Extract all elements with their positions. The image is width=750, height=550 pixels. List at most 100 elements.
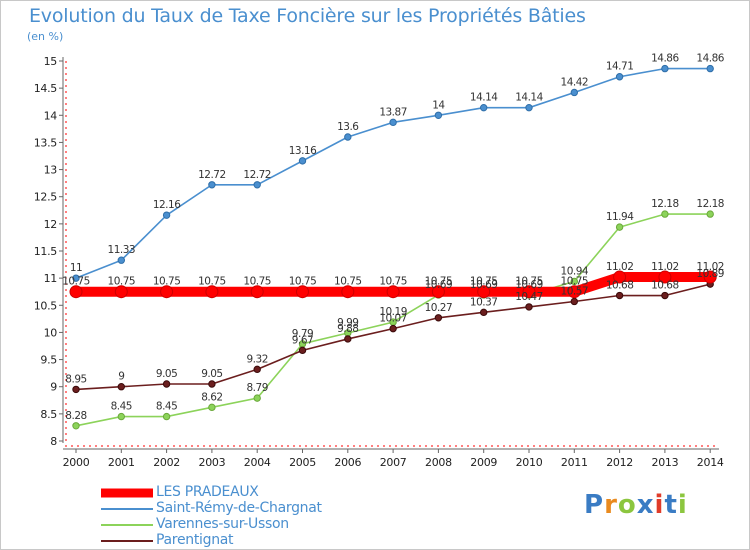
x-tick-label: 2011 <box>561 456 588 469</box>
data-label: 11 <box>70 262 82 274</box>
legend-swatch-saint-remy <box>101 508 153 510</box>
x-tick-label: 2001 <box>108 456 135 469</box>
data-point <box>567 285 581 299</box>
data-label: 8.45 <box>111 401 132 413</box>
data-label: 13.16 <box>289 145 317 157</box>
data-label: 9.99 <box>337 317 358 329</box>
legend-item: Parentignat <box>101 532 361 549</box>
data-point <box>160 285 174 299</box>
logo-letter: x <box>636 490 655 520</box>
y-tick-label: 9.5 <box>40 354 57 367</box>
data-label: 9 <box>118 371 124 383</box>
data-label: 10.75 <box>515 276 543 288</box>
data-label: 9.79 <box>292 328 313 340</box>
data-point <box>480 308 488 317</box>
data-point <box>706 210 714 218</box>
data-label: 13.6 <box>337 121 359 133</box>
legend-swatch-varennes <box>101 524 153 526</box>
data-point <box>117 383 126 391</box>
series-line <box>75 67 711 279</box>
data-point <box>208 380 216 388</box>
data-point <box>389 324 397 333</box>
data-point <box>434 111 443 119</box>
data-label: 10.75 <box>561 276 589 288</box>
data-label: 12.16 <box>153 199 181 211</box>
data-label: 10.07 <box>379 313 407 325</box>
y-tick-label: 10.5 <box>34 299 58 312</box>
data-point <box>298 346 307 355</box>
data-point <box>480 103 488 112</box>
legend-label: Saint-Rémy-de-Chargnat <box>156 500 322 516</box>
data-label: 8.62 <box>201 391 222 403</box>
data-label: 10.68 <box>651 280 679 292</box>
data-point <box>431 285 445 299</box>
legend-swatch-parentignat <box>101 540 153 542</box>
data-label: 11.02 <box>651 261 679 273</box>
data-label: 9.05 <box>201 368 222 380</box>
data-label: 10.75 <box>334 276 362 288</box>
data-label: 13.87 <box>379 106 407 118</box>
y-tick-label: 11.5 <box>34 245 58 258</box>
legend-item: LES PRADEAUX <box>101 484 361 501</box>
data-point <box>205 285 219 299</box>
data-label: 12.72 <box>243 169 271 181</box>
data-labels-layer: 11 11.33 12.16 12.72 12.72 13.16 13.6 13.87 14 14… <box>62 53 725 422</box>
x-tick-label: 2009 <box>470 456 497 469</box>
y-tick-label: 12.5 <box>34 191 58 204</box>
data-point <box>703 270 717 284</box>
data-point <box>661 210 669 218</box>
data-label: 14.14 <box>470 92 498 104</box>
logo-letter: t <box>664 490 678 520</box>
legend-label: LES PRADEAUX <box>156 484 259 500</box>
data-label: 9.67 <box>292 334 313 346</box>
data-point <box>72 422 80 430</box>
data-label: 8.79 <box>247 382 268 394</box>
data-label: 10.75 <box>243 276 271 288</box>
data-point <box>117 412 126 421</box>
data-point <box>434 314 443 322</box>
data-point <box>477 285 491 299</box>
data-point <box>72 385 80 394</box>
y-tick-label: 11 <box>44 272 57 285</box>
data-point <box>253 181 261 189</box>
data-point <box>253 365 261 374</box>
data-point <box>341 285 355 299</box>
data-point <box>117 256 126 264</box>
data-label: 10.75 <box>425 276 453 288</box>
data-point <box>570 277 578 286</box>
data-label: 10.89 <box>696 268 724 280</box>
data-label: 10.69 <box>515 279 543 291</box>
y-tick-label: 13 <box>44 164 58 177</box>
data-point <box>706 64 714 73</box>
x-tick-label: 2002 <box>153 456 180 469</box>
data-label: 10.27 <box>425 302 453 314</box>
data-point <box>386 285 400 299</box>
series-layer <box>69 64 717 430</box>
legend-item: Saint-Rémy-de-Chargnat <box>101 500 361 517</box>
y-tick-label: 15 <box>44 55 58 68</box>
data-label: 14.42 <box>561 76 589 88</box>
x-tick-label: 2003 <box>199 456 226 469</box>
data-point <box>208 181 216 189</box>
legend-label: Parentignat <box>156 532 234 548</box>
data-point <box>162 380 171 388</box>
data-label: 9.05 <box>156 368 177 380</box>
x-tick-label: 2004 <box>244 456 271 469</box>
data-point <box>162 211 171 219</box>
proxiti-logo: Proxiti <box>584 490 688 520</box>
data-point <box>114 285 128 299</box>
data-point <box>253 394 261 402</box>
y-tick-label: 9 <box>50 381 57 394</box>
legend-label: Varennes-sur-Usson <box>156 516 289 532</box>
data-label: 10.94 <box>561 265 589 277</box>
data-label: 10.75 <box>62 276 90 288</box>
x-tick-label: 2005 <box>289 456 316 469</box>
legend: LES PRADEAUX Saint-Rémy-de-Chargnat Vare… <box>101 484 361 549</box>
data-label: 10.75 <box>108 276 136 288</box>
data-label: 10.69 <box>425 279 453 291</box>
data-label: 10.75 <box>198 276 226 288</box>
data-point <box>72 274 80 282</box>
legend-item: Varennes-sur-Usson <box>101 516 361 533</box>
data-label: 10.75 <box>289 276 317 288</box>
